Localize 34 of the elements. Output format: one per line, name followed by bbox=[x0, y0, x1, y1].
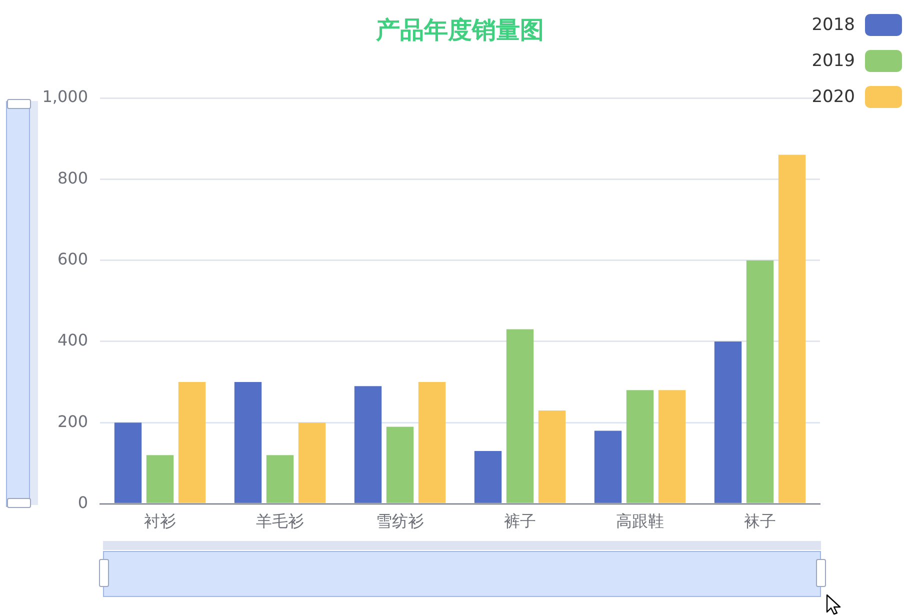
y-tick-label: 1,000 bbox=[42, 87, 88, 106]
bar bbox=[146, 455, 174, 504]
x-tick-label: 裤子 bbox=[504, 512, 536, 531]
legend-label: 2019 bbox=[812, 51, 855, 71]
y-tick-label: 600 bbox=[57, 249, 88, 268]
y-tick-label: 0 bbox=[78, 492, 88, 512]
bar bbox=[354, 386, 382, 504]
x-tick-label: 雪纺衫 bbox=[376, 512, 424, 531]
y-tick-label: 200 bbox=[57, 412, 88, 431]
bar bbox=[538, 410, 566, 504]
bar bbox=[594, 430, 622, 504]
bar bbox=[234, 382, 262, 504]
bar bbox=[778, 154, 806, 504]
x-tick-label: 衬衫 bbox=[144, 512, 176, 531]
bar bbox=[474, 451, 502, 504]
x-tick-label: 袜子 bbox=[744, 512, 776, 531]
bar bbox=[178, 382, 206, 504]
bar bbox=[506, 329, 534, 504]
x-tick-label: 羊毛衫 bbox=[256, 512, 304, 531]
bar bbox=[266, 455, 294, 504]
x-tick-label: 高跟鞋 bbox=[616, 512, 664, 531]
bar bbox=[386, 426, 414, 504]
y-tick-label: 400 bbox=[57, 330, 88, 350]
chart-title: 产品年度销量图 bbox=[376, 16, 544, 44]
bar bbox=[746, 260, 774, 504]
bar bbox=[298, 422, 326, 504]
bar bbox=[714, 341, 742, 504]
bar bbox=[626, 390, 654, 504]
legend-label: 2018 bbox=[812, 15, 855, 35]
legend-label: 2020 bbox=[812, 87, 855, 107]
bar bbox=[114, 422, 142, 504]
bar bbox=[658, 390, 686, 504]
bar bbox=[418, 382, 446, 504]
y-tick-label: 800 bbox=[57, 168, 88, 188]
